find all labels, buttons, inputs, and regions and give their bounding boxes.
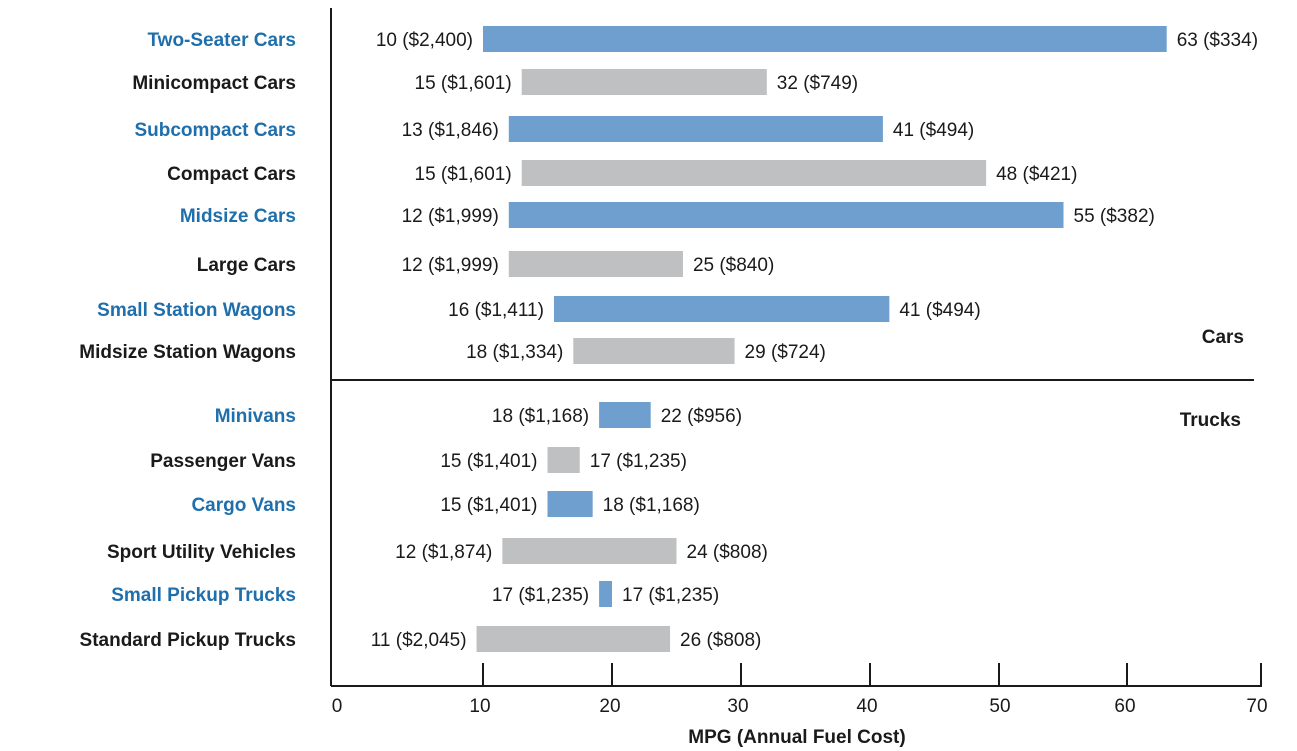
max-label-compact-cars: 48 ($421) xyxy=(996,164,1077,185)
max-label-sport-utility-vehicles: 24 ($808) xyxy=(687,542,768,563)
bar-small-pickup-trucks xyxy=(599,581,612,607)
category-label-minivans: Minivans xyxy=(215,406,296,427)
bar-minivans xyxy=(599,402,651,428)
x-axis-title: MPG (Annual Fuel Cost) xyxy=(688,727,905,748)
min-label-passenger-vans: 15 ($1,401) xyxy=(440,451,537,472)
category-label-large-cars: Large Cars xyxy=(197,255,296,276)
max-label-large-cars: 25 ($840) xyxy=(693,255,774,276)
min-label-sport-utility-vehicles: 12 ($1,874) xyxy=(395,542,492,563)
bar-minicompact-cars xyxy=(521,69,767,95)
max-label-two-seater-cars: 63 ($334) xyxy=(1177,30,1258,51)
min-label-minicompact-cars: 15 ($1,601) xyxy=(415,73,512,94)
bar-cargo-vans xyxy=(547,491,593,517)
x-tick-label-70: 70 xyxy=(1246,696,1267,717)
bar-midsize-cars xyxy=(508,202,1064,228)
group-label-cars: Cars xyxy=(1202,327,1244,348)
max-label-standard-pickup-trucks: 26 ($808) xyxy=(680,630,761,651)
bar-passenger-vans xyxy=(547,447,580,473)
max-label-subcompact-cars: 41 ($494) xyxy=(893,120,974,141)
bar-small-station-wagons xyxy=(553,296,890,322)
x-tick-label-50: 50 xyxy=(989,696,1010,717)
max-label-passenger-vans: 17 ($1,235) xyxy=(590,451,687,472)
max-label-cargo-vans: 18 ($1,168) xyxy=(603,495,700,516)
x-tick-label-10: 10 xyxy=(469,696,490,717)
x-tick-label-30: 30 xyxy=(727,696,748,717)
min-label-midsize-cars: 12 ($1,999) xyxy=(402,206,499,227)
category-label-small-station-wagons: Small Station Wagons xyxy=(97,300,296,321)
min-label-minivans: 18 ($1,168) xyxy=(492,406,589,427)
min-label-subcompact-cars: 13 ($1,846) xyxy=(402,120,499,141)
category-label-small-pickup-trucks: Small Pickup Trucks xyxy=(111,585,296,606)
max-label-small-pickup-trucks: 17 ($1,235) xyxy=(622,585,719,606)
min-label-small-station-wagons: 16 ($1,411) xyxy=(448,300,544,321)
x-tick-label-20: 20 xyxy=(599,696,620,717)
bar-sport-utility-vehicles xyxy=(502,538,677,564)
category-label-minicompact-cars: Minicompact Cars xyxy=(132,73,296,94)
x-tick-label-40: 40 xyxy=(856,696,877,717)
max-label-small-station-wagons: 41 ($494) xyxy=(899,300,980,321)
x-tick-label-60: 60 xyxy=(1114,696,1135,717)
labels-layer: Two-Seater Cars 10 ($2,400) 63 ($334) Minic… xyxy=(79,30,1258,651)
x-axis: 0 10 20 30 40 50 60 70 xyxy=(330,8,1268,717)
min-label-large-cars: 12 ($1,999) xyxy=(402,255,499,276)
category-label-two-seater-cars: Two-Seater Cars xyxy=(147,30,296,51)
max-label-midsize-station-wagons: 29 ($724) xyxy=(745,342,826,363)
bar-standard-pickup-trucks xyxy=(476,626,671,652)
group-label-trucks: Trucks xyxy=(1180,410,1241,431)
max-label-minicompact-cars: 32 ($749) xyxy=(777,73,858,94)
min-label-cargo-vans: 15 ($1,401) xyxy=(440,495,537,516)
min-label-standard-pickup-trucks: 11 ($2,045) xyxy=(371,630,467,651)
min-label-midsize-station-wagons: 18 ($1,334) xyxy=(466,342,563,363)
bar-midsize-station-wagons xyxy=(573,338,735,364)
category-label-sport-utility-vehicles: Sport Utility Vehicles xyxy=(107,542,296,563)
category-label-midsize-cars: Midsize Cars xyxy=(180,206,296,227)
max-label-minivans: 22 ($956) xyxy=(661,406,742,427)
bars-layer xyxy=(476,26,1167,652)
category-label-compact-cars: Compact Cars xyxy=(167,164,296,185)
bar-large-cars xyxy=(508,251,683,277)
category-label-cargo-vans: Cargo Vans xyxy=(191,495,296,516)
min-label-small-pickup-trucks: 17 ($1,235) xyxy=(492,585,589,606)
category-label-passenger-vans: Passenger Vans xyxy=(150,451,296,472)
min-label-compact-cars: 15 ($1,601) xyxy=(415,164,512,185)
category-label-midsize-station-wagons: Midsize Station Wagons xyxy=(79,342,296,363)
bar-compact-cars xyxy=(521,160,987,186)
bar-subcompact-cars xyxy=(508,116,883,142)
x-tick-label-0: 0 xyxy=(332,696,343,717)
min-label-two-seater-cars: 10 ($2,400) xyxy=(376,30,473,51)
category-label-subcompact-cars: Subcompact Cars xyxy=(134,120,296,141)
max-label-midsize-cars: 55 ($382) xyxy=(1074,206,1155,227)
category-label-standard-pickup-trucks: Standard Pickup Trucks xyxy=(80,630,296,651)
bar-two-seater-cars xyxy=(483,26,1167,52)
